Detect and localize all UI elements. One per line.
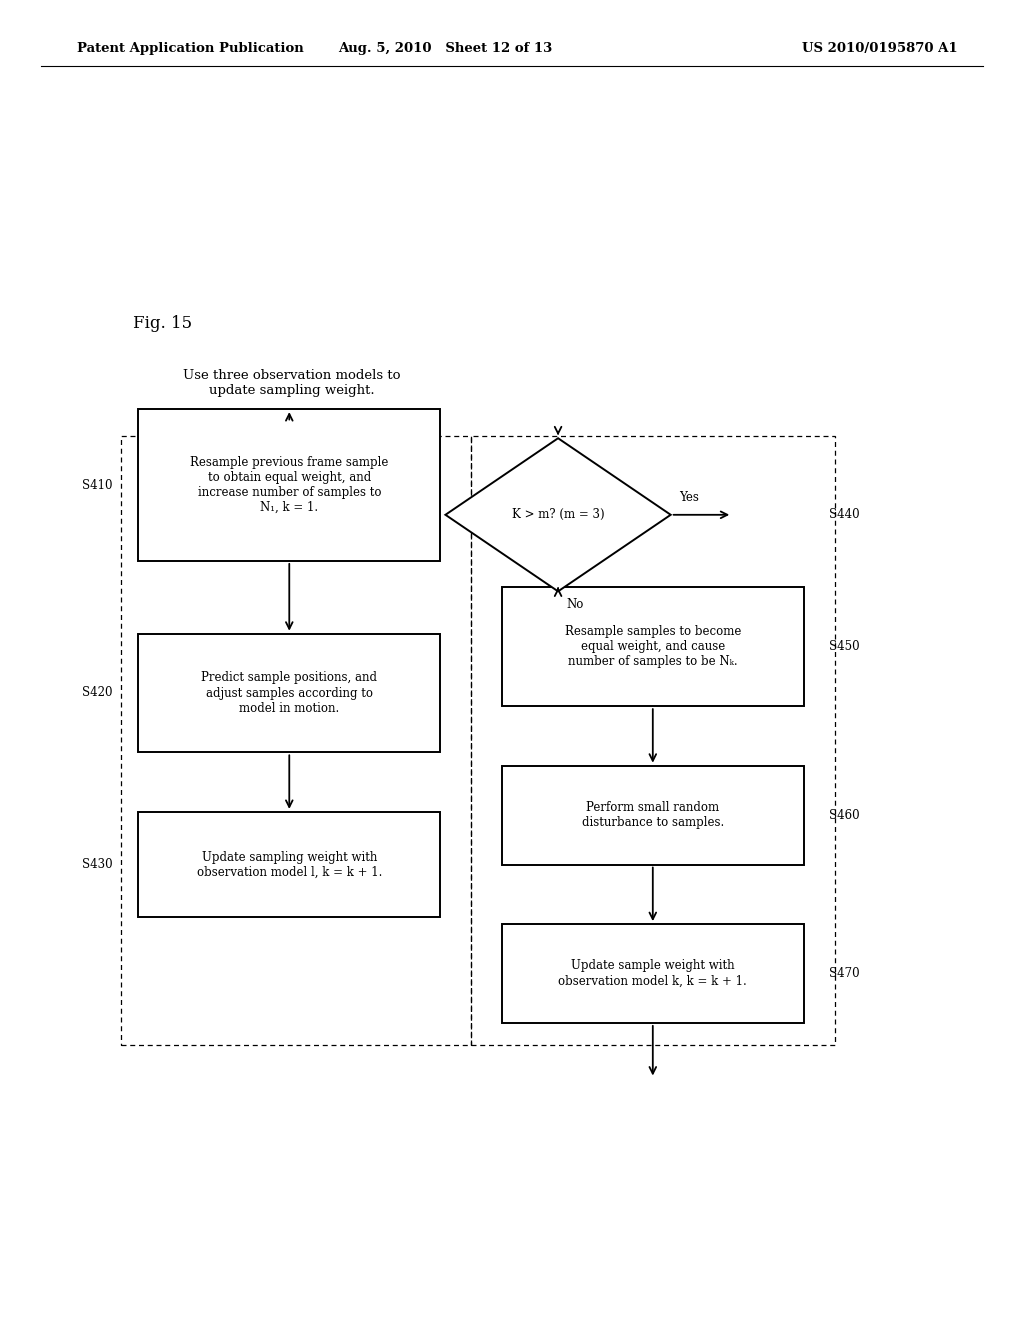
Bar <box>502 766 804 865</box>
Bar <box>502 587 804 706</box>
Text: S450: S450 <box>829 640 860 653</box>
Text: S470: S470 <box>829 968 860 979</box>
Text: Update sampling weight with
observation model l, k = k + 1.: Update sampling weight with observation … <box>197 850 382 879</box>
Text: US 2010/0195870 A1: US 2010/0195870 A1 <box>802 42 957 55</box>
Text: S460: S460 <box>829 809 860 821</box>
Text: Fig. 15: Fig. 15 <box>133 315 193 331</box>
Bar <box>121 436 471 1045</box>
Text: Yes: Yes <box>679 491 698 504</box>
Text: S440: S440 <box>829 508 860 521</box>
Bar <box>471 436 835 1045</box>
Text: Aug. 5, 2010   Sheet 12 of 13: Aug. 5, 2010 Sheet 12 of 13 <box>338 42 553 55</box>
Text: Resample samples to become
equal weight, and cause
number of samples to be Nₖ.: Resample samples to become equal weight,… <box>564 626 741 668</box>
Bar <box>138 634 440 752</box>
Text: S430: S430 <box>82 858 113 871</box>
Text: K > m? (m = 3): K > m? (m = 3) <box>512 508 604 521</box>
Text: S420: S420 <box>82 686 113 700</box>
Text: Resample previous frame sample
to obtain equal weight, and
increase number of sa: Resample previous frame sample to obtain… <box>190 457 388 513</box>
Text: No: No <box>566 598 584 611</box>
Text: Perform small random
disturbance to samples.: Perform small random disturbance to samp… <box>582 801 724 829</box>
Bar <box>502 924 804 1023</box>
Text: S410: S410 <box>82 479 113 491</box>
Text: Patent Application Publication: Patent Application Publication <box>77 42 303 55</box>
Text: Update sample weight with
observation model k, k = k + 1.: Update sample weight with observation mo… <box>558 960 748 987</box>
Bar <box>138 812 440 917</box>
Bar <box>138 409 440 561</box>
Polygon shape <box>445 438 671 591</box>
Text: Use three observation models to
update sampling weight.: Use three observation models to update s… <box>183 368 400 397</box>
Text: Predict sample positions, and
adjust samples according to
model in motion.: Predict sample positions, and adjust sam… <box>202 672 377 714</box>
